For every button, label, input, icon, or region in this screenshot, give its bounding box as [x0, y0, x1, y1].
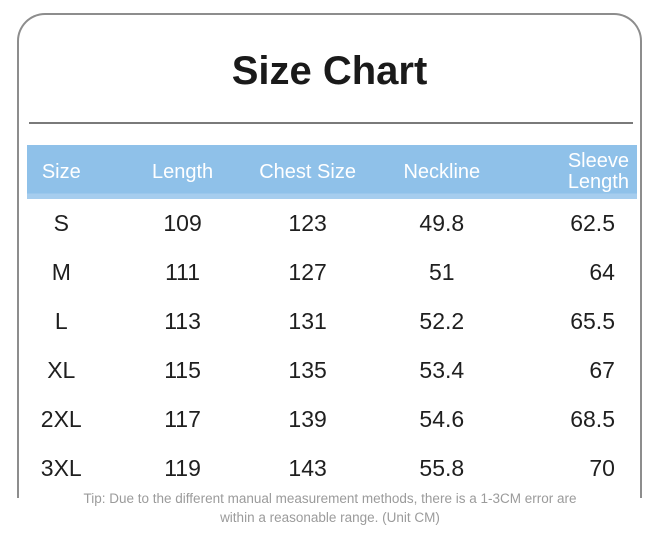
- column-header-size: Size: [41, 160, 81, 183]
- cell-length: 117: [164, 406, 201, 432]
- cell-length: 111: [165, 259, 201, 285]
- cell-neckline: 53.4: [419, 357, 465, 383]
- cell-sleeve-length: 70: [589, 455, 615, 481]
- table-row: 2XL 117 139 54.6 68.5: [27, 395, 637, 444]
- cell-length: 115: [164, 357, 201, 383]
- table-row: XL 115 135 53.4 67: [27, 346, 637, 395]
- column-header-sleeve-length-label: Sleeve Length: [567, 150, 629, 193]
- cell-neckline: 55.8: [419, 455, 465, 481]
- cell-neckline: 52.2: [419, 308, 465, 334]
- table-header-row: Size Length Chest Size Neckline Sleeve L…: [27, 145, 637, 199]
- table-row: M 111 127 51 64: [27, 248, 637, 297]
- cell-chest-size: 143: [288, 455, 327, 481]
- cell-chest-size: 135: [288, 357, 327, 383]
- cell-sleeve-length: 67: [589, 357, 615, 383]
- measurement-tip: Tip: Due to the different manual measure…: [0, 489, 660, 527]
- column-header-length: Length: [151, 160, 214, 183]
- cell-size: L: [54, 308, 68, 334]
- table-row: 3XL 119 143 55.8 70: [27, 444, 637, 493]
- cell-size: XL: [47, 357, 76, 383]
- cell-length: 119: [164, 455, 201, 481]
- title-divider: [29, 122, 633, 124]
- tip-line-1: Tip: Due to the different manual measure…: [83, 491, 577, 506]
- cell-sleeve-length: 64: [589, 259, 615, 285]
- table-body: S 109 123 49.8 62.5 M 111 127 51 64 L 11: [27, 199, 637, 493]
- cell-chest-size: 131: [288, 308, 327, 334]
- cell-sleeve-length: 62.5: [570, 210, 615, 236]
- column-header-neckline: Neckline: [403, 160, 481, 183]
- cell-sleeve-length: 65.5: [570, 308, 615, 334]
- cell-size: 2XL: [40, 406, 82, 432]
- cell-size: 3XL: [40, 455, 82, 481]
- table-row: L 113 131 52.2 65.5: [27, 297, 637, 346]
- cell-chest-size: 127: [288, 259, 327, 285]
- size-chart-card: Size Chart Size Length Chest Size Neckli…: [17, 13, 642, 498]
- column-header-chest-size: Chest Size: [259, 160, 356, 183]
- cell-length: 113: [164, 308, 201, 334]
- cell-sleeve-length: 68.5: [570, 406, 615, 432]
- size-table: Size Length Chest Size Neckline Sleeve L…: [27, 145, 637, 493]
- cell-size: S: [53, 210, 69, 236]
- cell-neckline: 49.8: [419, 210, 465, 236]
- tip-line-2: within a reasonable range. (Unit CM): [220, 510, 440, 525]
- page-title: Size Chart: [231, 49, 428, 93]
- column-header-sleeve-length: Sleeve Length: [512, 145, 637, 199]
- cell-chest-size: 123: [288, 210, 327, 236]
- cell-length: 109: [163, 210, 202, 236]
- table-row: S 109 123 49.8 62.5: [27, 199, 637, 248]
- cell-neckline: 54.6: [419, 406, 465, 432]
- cell-chest-size: 139: [288, 406, 327, 432]
- cell-neckline: 51: [428, 259, 455, 285]
- cell-size: M: [51, 259, 71, 285]
